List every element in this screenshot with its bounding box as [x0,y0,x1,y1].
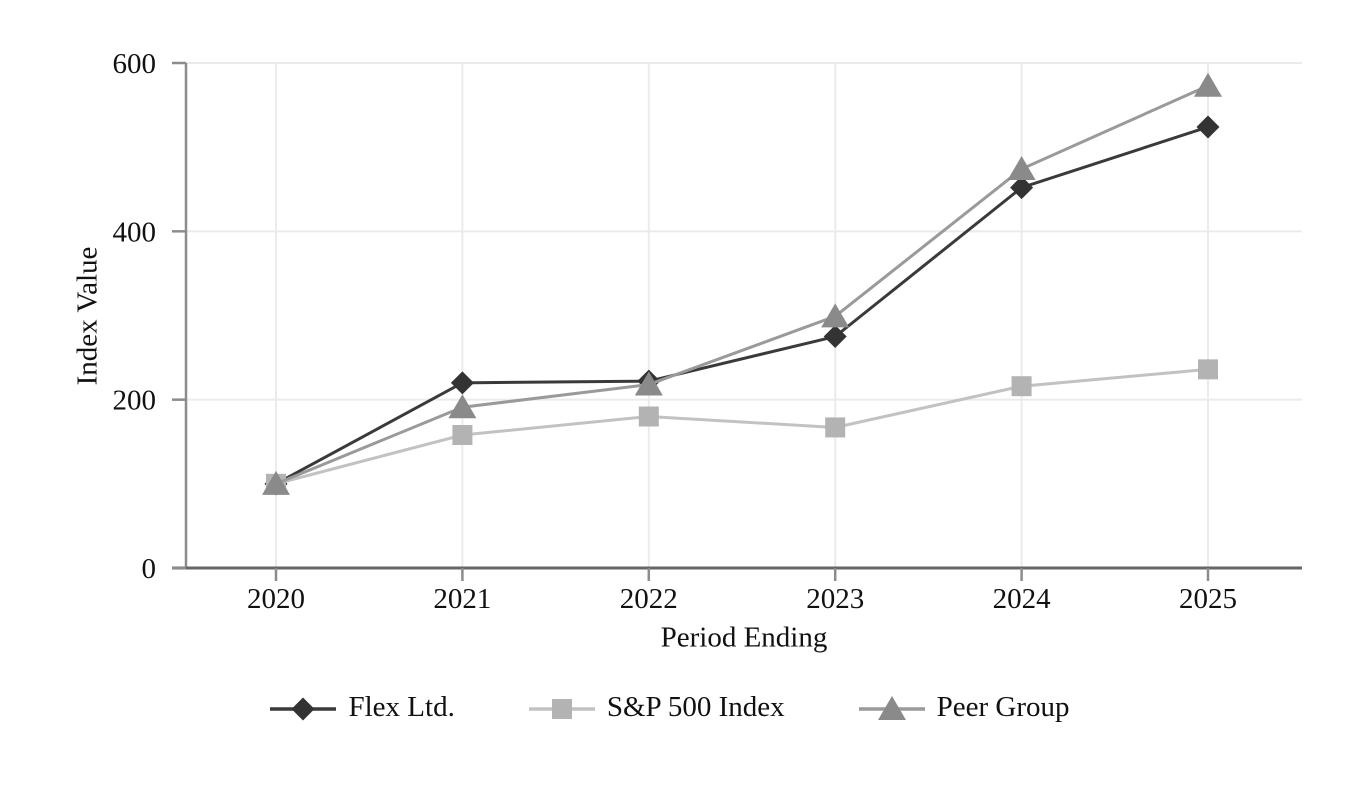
svg-text:2022: 2022 [620,583,678,615]
svg-text:600: 600 [113,48,157,80]
legend-item-peer: Peer Group [858,691,1070,725]
svg-text:2023: 2023 [806,583,864,615]
svg-text:200: 200 [113,385,157,417]
y-axis-title: Index Value [71,246,104,386]
diamond-marker-icon [270,697,337,721]
triangle-marker-icon [858,696,925,720]
legend-item-flex: Flex Ltd. [270,691,455,725]
legend: Flex Ltd. S&P 500 Index Peer Group [0,693,1340,725]
svg-text:2025: 2025 [1179,583,1237,615]
svg-text:2024: 2024 [993,583,1052,615]
svg-text:400: 400 [113,216,157,248]
svg-text:2020: 2020 [247,583,305,615]
square-marker-icon [528,699,595,719]
svg-text:2021: 2021 [433,583,491,615]
legend-label-flex: Flex Ltd. [348,691,455,723]
x-axis-title: Period Ending [660,621,828,654]
legend-label-sp500: S&P 500 Index [606,691,785,723]
legend-label-peer: Peer Group [936,691,1070,723]
svg-text:0: 0 [142,553,157,585]
legend-item-sp500: S&P 500 Index [528,691,785,725]
